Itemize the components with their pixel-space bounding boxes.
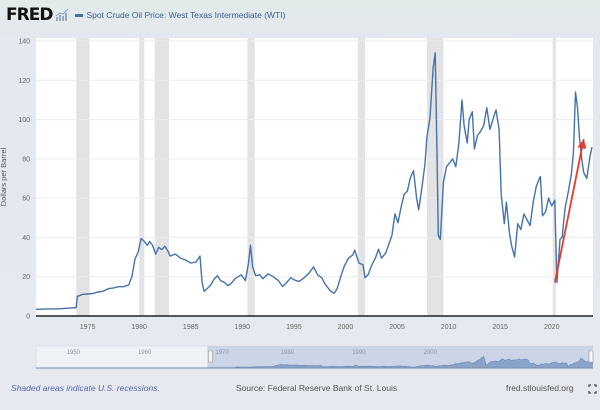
- navigator-label: 1960: [138, 350, 152, 356]
- y-tick-label: 60: [22, 196, 30, 203]
- recession-band: [139, 38, 145, 316]
- recession-band: [357, 38, 366, 316]
- annotation-arrow-shaft: [553, 139, 585, 283]
- x-tick-label: 2015: [492, 324, 508, 331]
- navigator-label: 1970: [215, 350, 229, 356]
- recession-bands: [76, 38, 556, 316]
- navigator-label: 2000: [424, 350, 438, 356]
- recession-band: [552, 38, 556, 316]
- x-tick-label: 1980: [131, 324, 147, 331]
- annotation-arrow: [553, 139, 587, 283]
- recession-band: [76, 38, 90, 316]
- source-text: Source: Federal Reserve Bank of St. Loui…: [236, 383, 398, 393]
- x-tick-label: 2005: [389, 324, 405, 331]
- navigator-handle-right[interactable]: [588, 350, 594, 363]
- series-line-wti[interactable]: [35, 52, 593, 310]
- y-tick-label: 100: [18, 117, 30, 124]
- x-tick-label: 1985: [183, 324, 199, 331]
- y-tick-label: 20: [22, 274, 30, 281]
- x-tick-label: 1975: [80, 324, 96, 331]
- navigator-label: 1990: [352, 350, 366, 356]
- y-axis-ticks: 0 20 40 60 80 100 120 140: [18, 39, 30, 321]
- x-tick-label: 2000: [338, 324, 354, 331]
- y-axis-label: Dollars per Barrel: [0, 147, 8, 207]
- y-tick-label: 40: [22, 235, 30, 242]
- fullscreen-icon[interactable]: [588, 384, 597, 394]
- navigator-area: [35, 356, 593, 369]
- chart-header: FRED Spot Crude Oil Price: West Texas In…: [6, 4, 285, 26]
- annotation-arrow-head: [577, 139, 587, 149]
- x-tick-label: 2010: [441, 324, 457, 331]
- navigator-handle-left[interactable]: [208, 350, 213, 363]
- navigator-label: 1950: [67, 350, 81, 356]
- range-navigator: 1950 1960 1970 1980 1990 2000: [35, 345, 594, 369]
- fred-logo[interactable]: FRED: [6, 5, 53, 25]
- legend-series-label[interactable]: Spot Crude Oil Price: West Texas Interme…: [86, 10, 286, 20]
- x-tick-label: 2020: [544, 324, 560, 331]
- recession-band: [154, 38, 170, 316]
- recession-note: Shaded areas indicate U.S. recessions.: [11, 383, 160, 393]
- x-axis-ticks: 1975 1980 1985 1990 1995 2000 2005 2010 2015 2020: [80, 324, 560, 331]
- recession-band: [247, 38, 255, 316]
- navigator-label: 1980: [281, 350, 295, 356]
- y-tick-label: 120: [18, 78, 30, 85]
- x-tick-label: 1995: [286, 324, 302, 331]
- plot-background: [36, 38, 593, 316]
- y-tick-label: 140: [18, 39, 30, 46]
- site-link[interactable]: fred.stlouisfed.org: [506, 383, 574, 393]
- y-tick-label: 0: [26, 314, 30, 321]
- x-tick-label: 1990: [235, 324, 251, 331]
- y-tick-label: 80: [22, 156, 30, 163]
- chart-line-icon: [56, 8, 69, 21]
- legend-swatch: [75, 13, 84, 17]
